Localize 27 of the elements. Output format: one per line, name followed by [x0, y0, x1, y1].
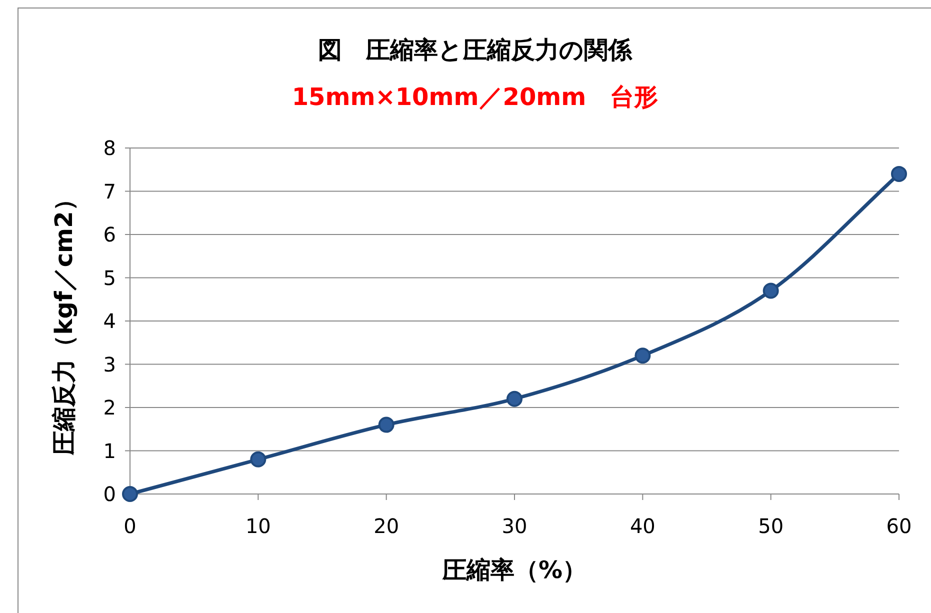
point — [891, 166, 907, 182]
y-tick-label: 2 — [103, 396, 116, 420]
y-tick-label: 5 — [103, 266, 116, 290]
y-tick-label: 1 — [103, 438, 116, 463]
point — [506, 390, 522, 407]
x-tick-label: 40 — [630, 514, 656, 538]
x-tick-label: 50 — [758, 514, 784, 538]
x-tick-label: 30 — [502, 514, 528, 538]
y-tick-label: 7 — [103, 179, 116, 204]
point — [634, 348, 651, 364]
y-tick-label: 6 — [103, 222, 116, 246]
y-axis-title: 圧縮反力（kgf／cm2） — [50, 187, 78, 456]
chart-subtitle: 15mm×10mm／20mm 台形 — [292, 83, 658, 111]
x-tick-label: 20 — [374, 514, 400, 538]
point — [250, 451, 266, 468]
point — [122, 486, 138, 502]
chart-title: 図 圧縮率と圧縮反力の関係 — [318, 36, 633, 64]
y-tick-label: 3 — [103, 352, 116, 376]
x-tick-label: 10 — [245, 514, 271, 538]
x-tick-label: 0 — [124, 514, 136, 538]
point — [378, 416, 394, 433]
point — [762, 282, 779, 299]
x-tick-label: 60 — [886, 514, 912, 538]
x-axis-title: 圧縮率（%） — [441, 556, 587, 584]
y-tick-label: 0 — [103, 482, 116, 506]
y-tick-label: 8 — [103, 136, 116, 160]
y-tick-label: 4 — [103, 309, 116, 333]
